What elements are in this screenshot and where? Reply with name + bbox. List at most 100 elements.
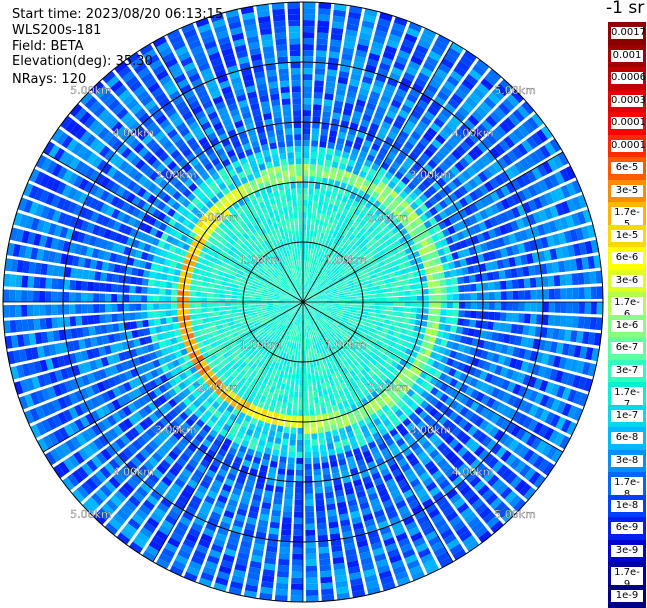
- range-gate: [500, 312, 507, 321]
- range-gate: [76, 269, 83, 279]
- range-gate: [39, 305, 45, 316]
- range-gate: [345, 295, 351, 298]
- range-gate: [291, 584, 303, 590]
- range-gate: [149, 271, 156, 278]
- range-gate: [183, 297, 189, 302]
- range-gate: [306, 578, 318, 584]
- range-gate: [399, 307, 405, 312]
- range-gate: [111, 314, 118, 322]
- range-gate: [303, 134, 310, 140]
- range-gate: [589, 271, 596, 284]
- range-gate: [282, 517, 292, 524]
- range-gate: [317, 207, 322, 214]
- range-gate: [219, 294, 225, 298]
- range-gate: [213, 303, 219, 307]
- range-gate: [237, 303, 243, 306]
- range-gate: [311, 219, 315, 225]
- range-gate: [323, 221, 328, 228]
- range-gate: [423, 302, 429, 307]
- range-gate: [238, 289, 244, 293]
- range-gate: [237, 309, 243, 312]
- range-gate: [279, 389, 284, 396]
- range-gate: [324, 486, 333, 493]
- range-gate: [106, 273, 113, 282]
- range-gate: [303, 62, 313, 68]
- range-gate: [27, 290, 33, 302]
- range-gate: [183, 303, 189, 308]
- range-gate: [513, 291, 519, 300]
- range-gate: [409, 319, 416, 325]
- range-gate: [75, 281, 82, 291]
- range-gate: [537, 289, 543, 299]
- range-gate: [427, 281, 434, 287]
- range-gate: [153, 296, 159, 302]
- range-gate: [213, 294, 219, 298]
- range-gate: [423, 295, 429, 300]
- range-gate: [39, 291, 45, 302]
- range-gate: [511, 324, 518, 334]
- range-gate: [21, 305, 27, 317]
- range-gate: [487, 321, 494, 330]
- range-gate: [572, 316, 579, 328]
- range-gate: [375, 306, 381, 310]
- range-gate: [303, 188, 308, 194]
- range-gate: [313, 98, 322, 105]
- range-gate: [351, 305, 357, 308]
- range-gate: [345, 304, 351, 306]
- range-gate: [250, 310, 256, 313]
- range-gate: [303, 56, 313, 62]
- range-gate: [82, 270, 89, 280]
- range-gate: [381, 293, 387, 297]
- range-gate: [237, 306, 243, 309]
- range-gate: [3, 305, 9, 318]
- range-gate: [303, 170, 309, 176]
- range-gate: [106, 324, 113, 333]
- range-gate: [289, 391, 294, 398]
- range-gate: [425, 328, 432, 335]
- range-gate: [148, 319, 155, 326]
- range-gate: [87, 304, 93, 313]
- range-gate: [387, 293, 393, 297]
- range-gate: [393, 297, 399, 301]
- range-gate: [372, 278, 379, 283]
- range-gate: [590, 317, 597, 330]
- range-gate: [209, 278, 216, 283]
- range-gate: [324, 425, 330, 432]
- range-gate: [369, 306, 375, 309]
- range-gate: [105, 314, 112, 323]
- range-gate: [147, 287, 154, 294]
- range-gate: [304, 428, 310, 434]
- range-gate: [405, 296, 411, 301]
- range-gate: [309, 398, 314, 404]
- range-gate: [450, 270, 457, 277]
- range-gate: [518, 313, 525, 323]
- range-gate: [291, 355, 295, 361]
- range-gate: [512, 313, 519, 322]
- range-gate: [519, 302, 525, 311]
- range-gate: [33, 291, 39, 302]
- range-gate: [195, 298, 201, 303]
- range-gate: [303, 20, 315, 26]
- range-gate: [143, 270, 150, 278]
- range-gate: [298, 422, 303, 428]
- range-gate: [300, 326, 302, 332]
- range-gate: [315, 499, 324, 506]
- range-gate: [321, 583, 333, 590]
- range-gate: [280, 450, 287, 457]
- range-gate: [318, 547, 329, 554]
- range-gate: [228, 321, 235, 326]
- range-gate: [312, 134, 319, 141]
- range-gate: [243, 296, 249, 299]
- range-gate: [284, 372, 288, 379]
- range-gate: [129, 295, 135, 302]
- range-gate: [306, 236, 309, 242]
- range-gate: [199, 329, 206, 335]
- range-gate: [15, 290, 21, 302]
- range-gate: [307, 224, 311, 230]
- range-gate: [325, 215, 330, 222]
- range-gate: [303, 236, 306, 242]
- range-gate: [267, 299, 273, 301]
- range-gate: [277, 426, 283, 433]
- range-gate: [273, 302, 279, 303]
- range-gate: [312, 128, 320, 135]
